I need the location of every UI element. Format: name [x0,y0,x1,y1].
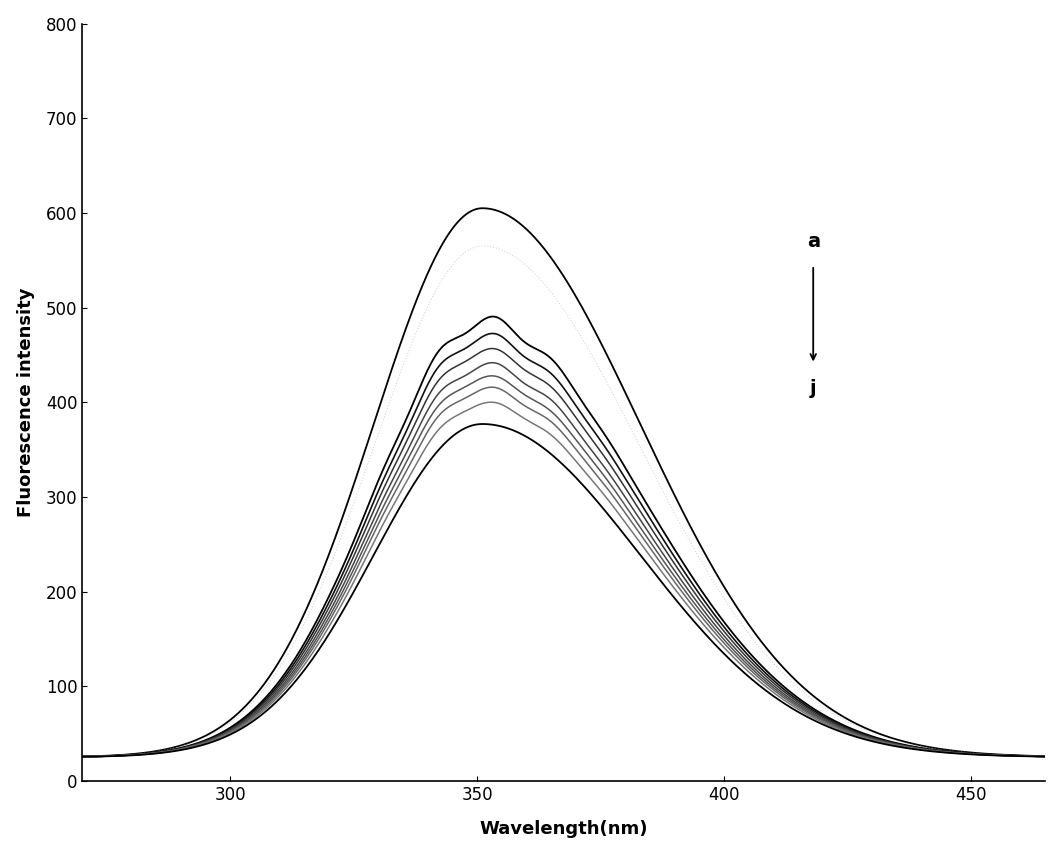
Y-axis label: Fluorescence intensity: Fluorescence intensity [17,287,35,517]
X-axis label: Wavelength(nm): Wavelength(nm) [480,820,648,839]
Text: j: j [810,379,817,398]
Text: a: a [807,232,820,251]
